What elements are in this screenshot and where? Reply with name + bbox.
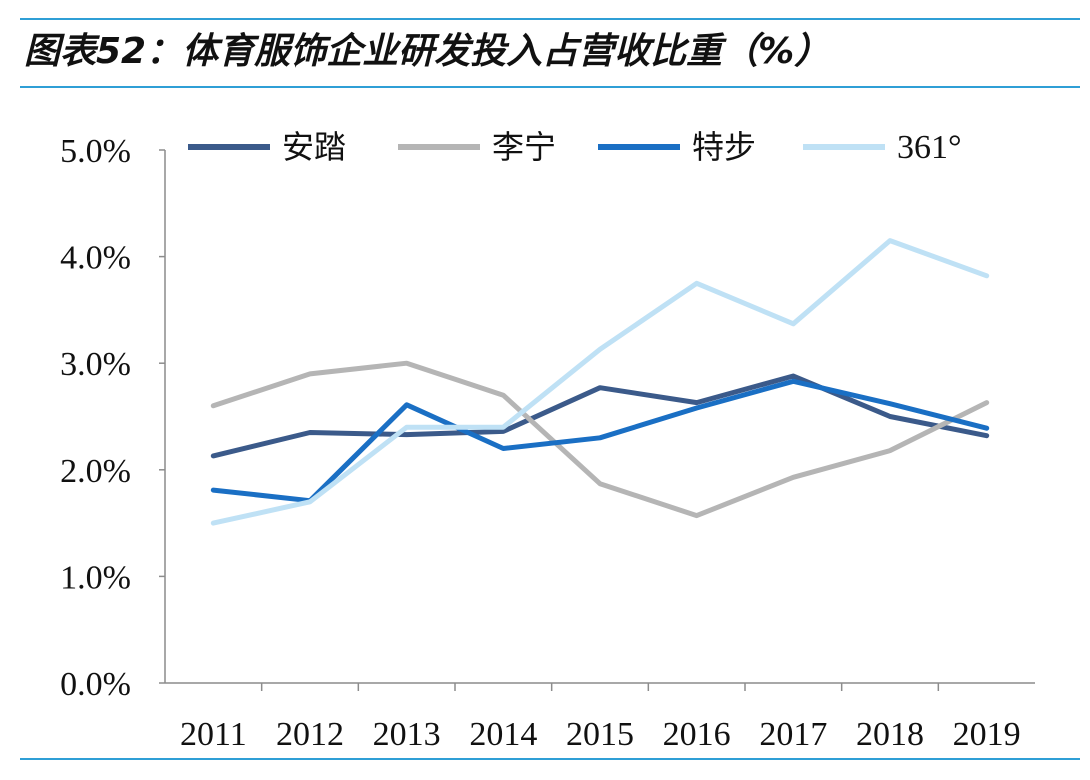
x-tick-label: 2011 [180, 716, 247, 753]
x-tick-label: 2013 [373, 716, 441, 753]
x-tick-label: 2017 [759, 716, 827, 753]
x-tick-label: 2019 [953, 716, 1021, 753]
y-tick-label: 5.0% [60, 133, 131, 170]
chart-title: 图表52：体育服饰企业研发投入占营收比重（%） [24, 31, 831, 72]
series-line-4 [210, 238, 990, 526]
x-tick-label: 2015 [566, 716, 634, 753]
top-rule [20, 18, 1080, 20]
series-line-2 [210, 360, 990, 519]
legend-label: 361° [897, 129, 962, 166]
y-tick-label: 0.0% [60, 666, 131, 703]
y-tick-label: 3.0% [60, 346, 131, 383]
x-tick-label: 2018 [856, 716, 924, 753]
x-tick-label: 2014 [469, 716, 537, 753]
x-tick-label: 2016 [663, 716, 731, 753]
bottom-rule [20, 758, 1080, 760]
legend-label: 李宁 [492, 128, 556, 166]
legend-label: 特步 [692, 128, 756, 166]
y-tick-label: 2.0% [60, 453, 131, 490]
legend-label: 安踏 [282, 128, 346, 166]
x-tick-label: 2012 [276, 716, 344, 753]
y-tick-label: 4.0% [60, 240, 131, 277]
series-line-1 [210, 373, 990, 459]
title-underline [20, 86, 1080, 88]
series-line-3 [210, 378, 990, 504]
y-tick-label: 1.0% [60, 559, 131, 596]
